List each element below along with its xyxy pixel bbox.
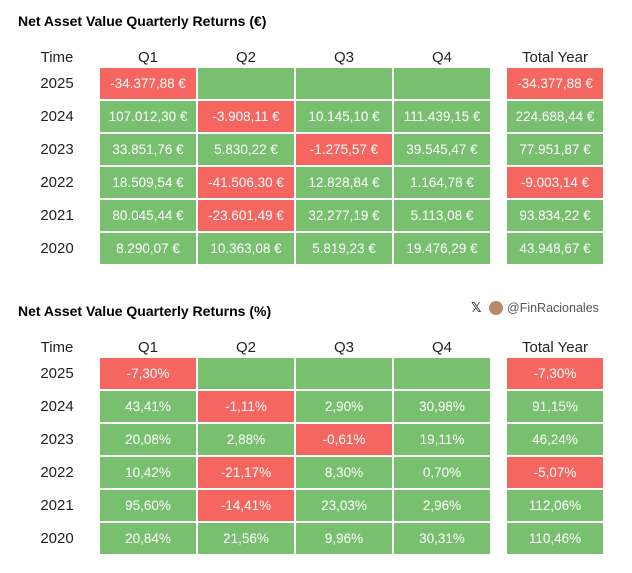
value-cell: 20,08% [100, 424, 196, 455]
value-cell [394, 358, 490, 389]
value-cell: 8,30% [296, 457, 392, 488]
value-cell: 95,60% [100, 490, 196, 521]
value-cell: -34.377,88 € [507, 68, 603, 99]
value-cell: 1.164,78 € [394, 167, 490, 198]
value-cell: -9.003,14 € [507, 167, 603, 198]
value-cell: 77.951,87 € [507, 134, 603, 165]
value-cell: 8.290,07 € [100, 233, 196, 264]
avatar [489, 301, 503, 315]
value-cell: 30,98% [394, 391, 490, 422]
column-header: Time [40, 49, 74, 66]
value-cell: 111.439,15 € [394, 101, 490, 132]
value-cell: -5,07% [507, 457, 603, 488]
value-cell: 10,42% [100, 457, 196, 488]
column-header: Total Year [522, 339, 588, 356]
value-cell: 2,96% [394, 490, 490, 521]
value-cell: 43.948,67 € [507, 233, 603, 264]
column-header: Q2 [235, 339, 256, 356]
value-cell: 32.277,19 € [296, 200, 392, 231]
row-year: 2023 [40, 141, 74, 158]
value-cell: -21,17% [198, 457, 294, 488]
value-cell [296, 68, 392, 99]
column-header: Q2 [235, 49, 256, 66]
value-cell: 93.834,22 € [507, 200, 603, 231]
value-cell: -23.601,49 € [198, 200, 294, 231]
value-cell: 10.145,10 € [296, 101, 392, 132]
row-year: 2025 [40, 75, 74, 92]
value-cell: 30,31% [394, 523, 490, 554]
row-year: 2024 [40, 108, 74, 125]
value-cell: -41.506,30 € [198, 167, 294, 198]
value-cell: -1,11% [198, 391, 294, 422]
value-cell: -14,41% [198, 490, 294, 521]
value-cell [198, 358, 294, 389]
row-year: 2021 [40, 497, 74, 514]
row-year: 2022 [40, 174, 74, 191]
value-cell: 39.545,47 € [394, 134, 490, 165]
column-header: Q4 [431, 339, 452, 356]
value-cell [394, 68, 490, 99]
row-year: 2020 [40, 530, 74, 547]
row-year: 2025 [40, 365, 74, 382]
row-year: 2023 [40, 431, 74, 448]
value-cell: 107.012,30 € [100, 101, 196, 132]
column-header: Q3 [333, 49, 354, 66]
value-cell: 23,03% [296, 490, 392, 521]
value-cell: 33.851,76 € [100, 134, 196, 165]
value-cell: 9,96% [296, 523, 392, 554]
value-cell: -34.377,88 € [100, 68, 196, 99]
column-header: Q4 [431, 49, 452, 66]
value-cell: -7,30% [100, 358, 196, 389]
value-cell: 10.363,08 € [198, 233, 294, 264]
x-icon: 𝕏 [471, 300, 482, 315]
value-cell: 112,06% [507, 490, 603, 521]
value-cell: 19,11% [394, 424, 490, 455]
value-cell: 12.828,84 € [296, 167, 392, 198]
column-header: Total Year [522, 49, 588, 66]
value-cell: 5.113,08 € [394, 200, 490, 231]
value-cell: -7,30% [507, 358, 603, 389]
value-cell: 18.509,54 € [100, 167, 196, 198]
value-cell: 91,15% [507, 391, 603, 422]
value-cell: 110,46% [507, 523, 603, 554]
value-cell: 46,24% [507, 424, 603, 455]
value-cell: -0,61% [296, 424, 392, 455]
value-cell: 224.688,44 € [507, 101, 603, 132]
value-cell: 20,84% [100, 523, 196, 554]
value-cell [296, 358, 392, 389]
value-cell: 2,88% [198, 424, 294, 455]
row-year: 2021 [40, 207, 74, 224]
value-cell: 5.819,23 € [296, 233, 392, 264]
column-header: Time [40, 339, 74, 356]
value-cell: 21,56% [198, 523, 294, 554]
row-year: 2024 [40, 398, 74, 415]
watermark: @FinRacionales [507, 301, 599, 315]
value-cell: -1.275,57 € [296, 134, 392, 165]
column-header: Q3 [333, 339, 354, 356]
row-year: 2020 [40, 240, 74, 257]
value-cell: -3.908,11 € [198, 101, 294, 132]
table-title: Net Asset Value Quarterly Returns (%) [18, 303, 272, 319]
value-cell: 0,70% [394, 457, 490, 488]
row-year: 2022 [40, 464, 74, 481]
value-cell: 43,41% [100, 391, 196, 422]
value-cell: 19.476,29 € [394, 233, 490, 264]
column-header: Q1 [137, 49, 158, 66]
value-cell: 5.830,22 € [198, 134, 294, 165]
value-cell [198, 68, 294, 99]
value-cell: 2,90% [296, 391, 392, 422]
value-cell: 80.045,44 € [100, 200, 196, 231]
column-header: Q1 [137, 339, 158, 356]
table-title: Net Asset Value Quarterly Returns (€) [18, 13, 267, 29]
